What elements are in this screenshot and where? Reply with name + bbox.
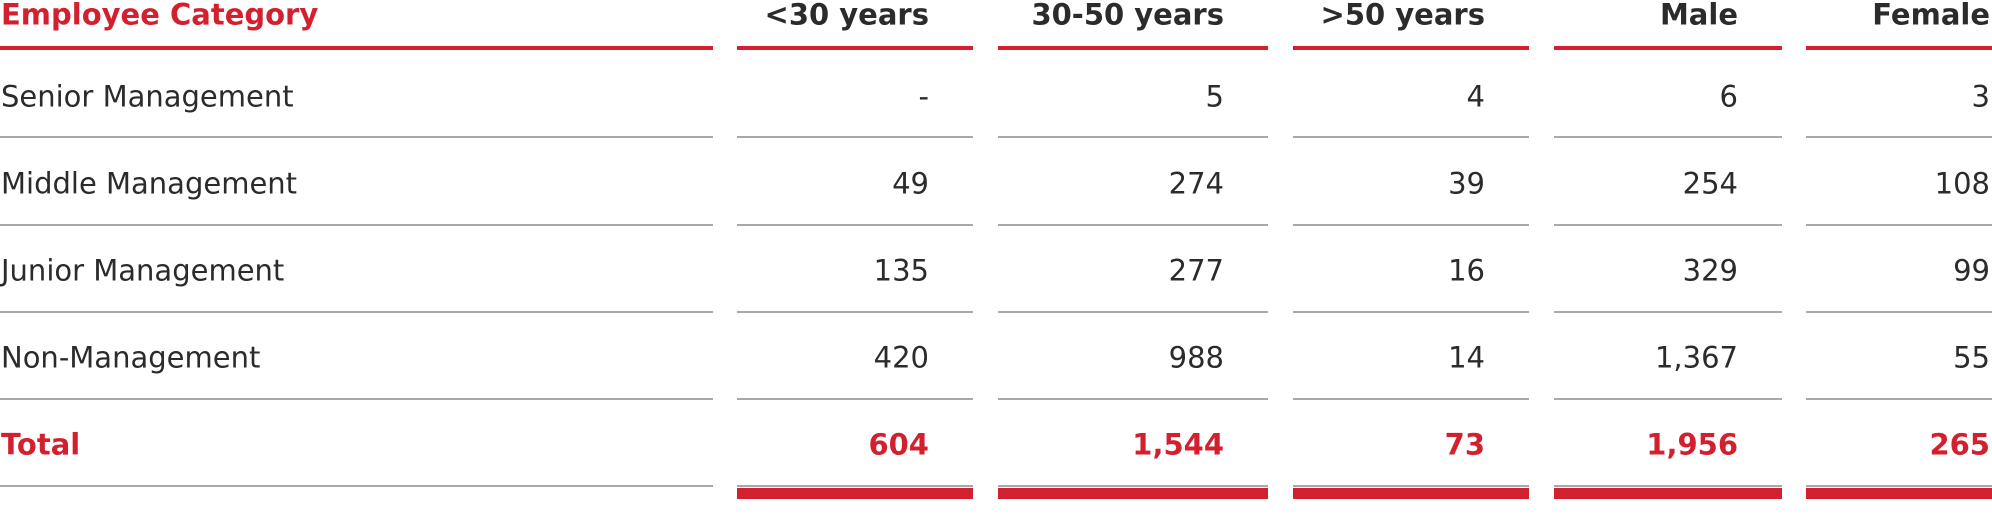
row-divider — [998, 485, 1268, 487]
total-underline — [1806, 488, 1992, 499]
table-cell: 99 — [1953, 253, 1990, 288]
header-cell: Male — [1659, 0, 1738, 32]
table-cell: - — [918, 79, 929, 114]
row-divider — [1554, 136, 1782, 138]
table-cell: 420 — [873, 340, 929, 375]
row-divider — [1806, 136, 1992, 138]
row-divider — [1554, 485, 1782, 487]
row-divider — [998, 311, 1268, 313]
total-cell: Total — [1, 427, 81, 462]
row-divider — [1554, 398, 1782, 400]
table-cell: 988 — [1168, 340, 1224, 375]
header-cell: <30 years — [764, 0, 929, 32]
table-cell: 14 — [1448, 340, 1485, 375]
row-divider — [1806, 46, 1992, 50]
row-divider — [737, 46, 973, 50]
header-cell: Employee Category — [1, 0, 319, 32]
total-underline — [1293, 488, 1529, 499]
row-divider — [737, 224, 973, 226]
row-divider — [1806, 485, 1992, 487]
row-divider — [1806, 398, 1992, 400]
table-cell: 254 — [1682, 166, 1738, 201]
row-divider — [998, 46, 1268, 50]
row-divider — [1806, 311, 1992, 313]
table-cell: 135 — [873, 253, 929, 288]
row-divider — [1293, 398, 1529, 400]
header-cell: 30-50 years — [1031, 0, 1224, 32]
row-divider — [737, 311, 973, 313]
table-cell: 274 — [1168, 166, 1224, 201]
row-divider — [1293, 224, 1529, 226]
row-divider — [737, 398, 973, 400]
table-cell: Junior Management — [1, 253, 285, 288]
total-cell: 265 — [1929, 427, 1990, 462]
row-divider — [1806, 224, 1992, 226]
total-cell: 73 — [1444, 427, 1485, 462]
total-cell: 604 — [868, 427, 929, 462]
row-divider — [0, 46, 713, 50]
total-underline — [998, 488, 1268, 499]
row-divider — [1293, 46, 1529, 50]
row-divider — [737, 485, 973, 487]
row-divider — [1293, 136, 1529, 138]
row-divider — [0, 224, 713, 226]
table-cell: 55 — [1953, 340, 1990, 375]
row-divider — [1554, 311, 1782, 313]
table-cell: 329 — [1682, 253, 1738, 288]
header-cell: >50 years — [1320, 0, 1485, 32]
row-divider — [998, 398, 1268, 400]
row-divider — [1293, 485, 1529, 487]
row-divider — [0, 311, 713, 313]
row-divider — [0, 398, 713, 400]
row-divider — [1293, 311, 1529, 313]
table-cell: 4 — [1466, 79, 1485, 114]
row-divider — [998, 136, 1268, 138]
table-cell: Middle Management — [1, 166, 298, 201]
table-cell: 5 — [1205, 79, 1224, 114]
table-cell: 49 — [892, 166, 929, 201]
row-divider — [1554, 224, 1782, 226]
header-cell: Female — [1872, 0, 1990, 32]
table-cell: 6 — [1719, 79, 1738, 114]
table-cell: 39 — [1448, 166, 1485, 201]
table-cell: 108 — [1934, 166, 1990, 201]
table-cell: 3 — [1971, 79, 1990, 114]
total-underline — [1554, 488, 1782, 499]
total-cell: 1,544 — [1132, 427, 1224, 462]
row-divider — [998, 224, 1268, 226]
row-divider — [0, 136, 713, 138]
table-cell: 1,367 — [1654, 340, 1738, 375]
table-cell: Non-Management — [1, 340, 261, 375]
row-divider — [1554, 46, 1782, 50]
total-underline — [737, 488, 973, 499]
table-cell: 16 — [1448, 253, 1485, 288]
row-divider — [0, 485, 713, 487]
table-cell: 277 — [1168, 253, 1224, 288]
table-cell: Senior Management — [1, 79, 294, 114]
total-cell: 1,956 — [1646, 427, 1738, 462]
row-divider — [737, 136, 973, 138]
